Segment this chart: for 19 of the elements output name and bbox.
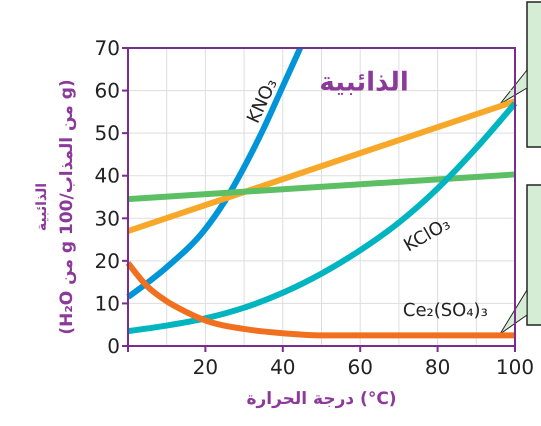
x-tick-label: 100 <box>496 355 534 379</box>
x-axis-title: درجة الحرارة (°C) <box>246 389 397 409</box>
series-label: Ce₂(SO₄)₃ <box>402 300 488 322</box>
text: الذائبية <box>319 68 409 98</box>
y-axis-title: الذائبية (g من المذاب/100 g من H₂O) <box>34 79 77 335</box>
y-tick-label: 60 <box>94 78 120 103</box>
y-tick-label: 50 <box>94 121 120 146</box>
y-tick-label: 40 <box>94 164 120 188</box>
x-tick-label: 60 <box>347 355 373 379</box>
x-tick-label: 80 <box>424 355 450 379</box>
y-tick-label: 0 <box>107 334 120 358</box>
x-tick-label: 20 <box>192 355 218 379</box>
y-tick-label: 10 <box>94 291 120 316</box>
y-tick-label: 70 <box>94 36 120 60</box>
text: KClO₃ <box>400 213 454 256</box>
text: KNO₃ <box>242 75 282 127</box>
y-tick-label: 30 <box>94 206 120 230</box>
y-tick-label: 20 <box>94 248 120 273</box>
x-tick-label: 40 <box>270 355 296 379</box>
